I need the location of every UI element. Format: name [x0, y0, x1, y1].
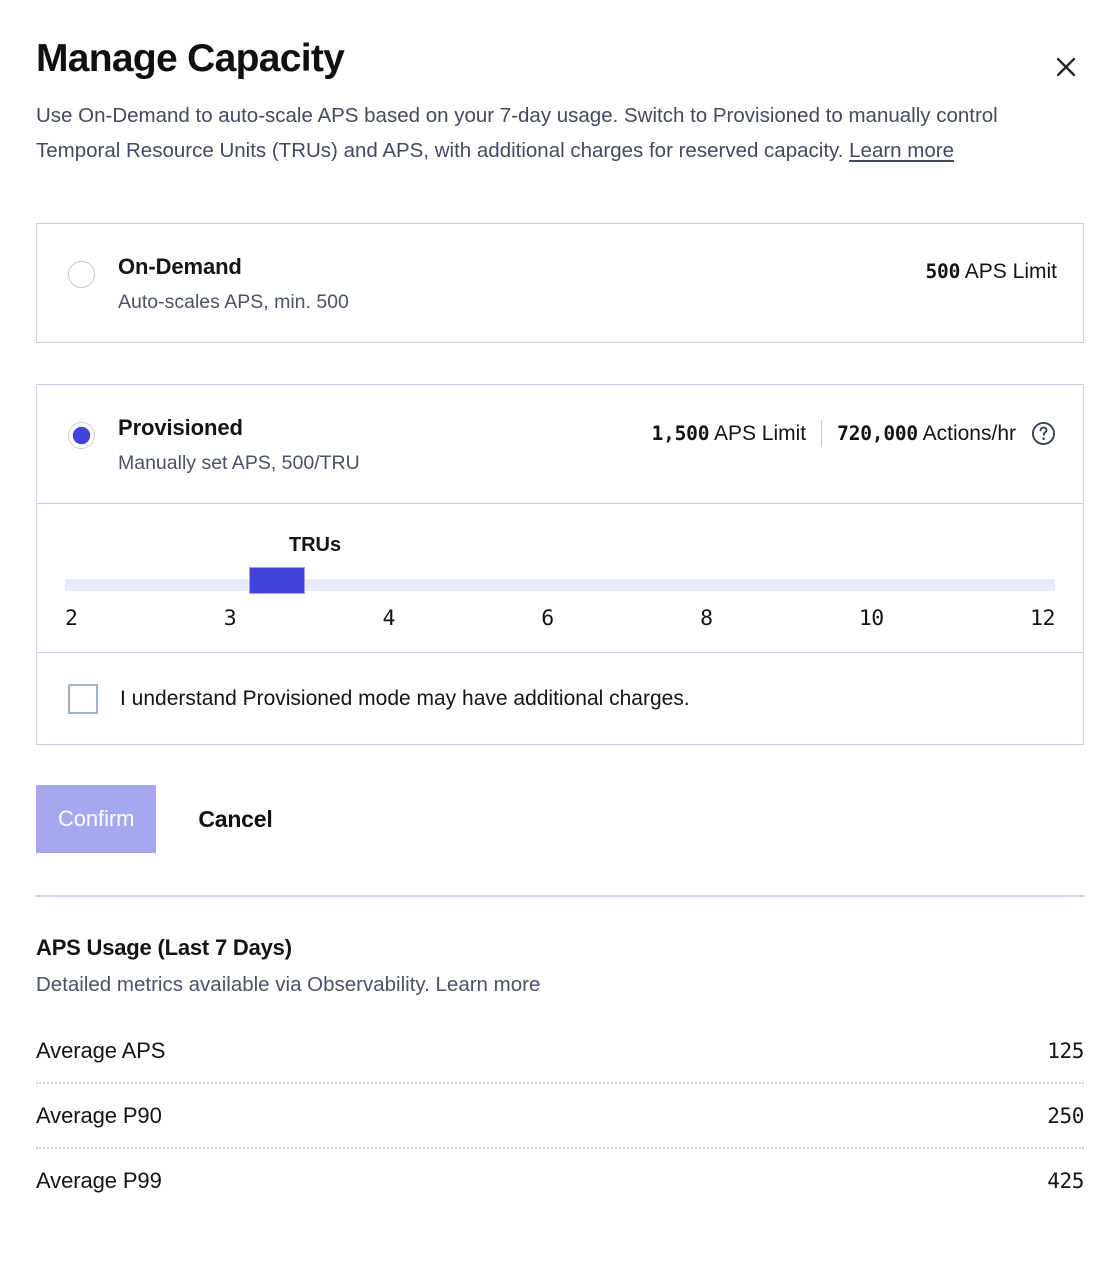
on-demand-aps-unit: APS Limit — [964, 260, 1057, 283]
usage-section-title: APS Usage (Last 7 Days) — [36, 935, 292, 960]
provisioned-texts: Provisioned Manually set APS, 500/TRU — [118, 415, 652, 475]
on-demand-aps-value: 500 — [925, 260, 961, 283]
on-demand-description: Auto-scales APS, min. 500 — [118, 291, 349, 313]
on-demand-metrics: 500 APS Limit — [925, 259, 1057, 285]
slider-tick: 6 — [541, 606, 554, 631]
provisioned-metrics: 1,500 APS Limit 720,000 Actions/hr — [652, 420, 1057, 447]
tru-slider-section: TRUs 2 3 4 6 8 10 12 — [37, 503, 1083, 652]
provisioned-row[interactable]: Provisioned Manually set APS, 500/TRU 1,… — [37, 385, 1083, 503]
on-demand-texts: On-Demand Auto-scales APS, min. 500 — [118, 254, 925, 314]
provisioned-actions-rate: 720,000 Actions/hr — [837, 421, 1016, 447]
dialog-description: Use On-Demand to auto-scale APS based on… — [36, 98, 1084, 168]
provisioned-actions-unit: Actions/hr — [922, 421, 1016, 445]
acknowledgement-label: I understand Provisioned mode may have a… — [120, 686, 690, 710]
dialog-header: Manage Capacity — [36, 36, 1084, 84]
dialog-description-text: Use On-Demand to auto-scale APS based on… — [36, 104, 998, 162]
capacity-option-on-demand[interactable]: On-Demand Auto-scales APS, min. 500 500 … — [36, 223, 1084, 343]
metric-label: Average P99 — [36, 1167, 162, 1193]
on-demand-aps-limit: 500 APS Limit — [925, 259, 1057, 285]
tru-slider-label: TRUs — [288, 534, 342, 556]
slider-tick: 12 — [1030, 606, 1055, 631]
capacity-option-provisioned[interactable]: Provisioned Manually set APS, 500/TRU 1,… — [36, 384, 1084, 745]
radio-on-demand[interactable] — [68, 261, 95, 288]
section-divider — [36, 895, 1084, 897]
slider-tick: 4 — [382, 606, 396, 631]
provisioned-aps-unit: APS Limit — [713, 421, 807, 445]
metric-value: 425 — [1047, 1168, 1084, 1193]
on-demand-row[interactable]: On-Demand Auto-scales APS, min. 500 500 … — [37, 224, 1083, 342]
metric-label: Average APS — [36, 1037, 166, 1063]
metric-value: 250 — [1047, 1103, 1084, 1128]
usage-section-subtitle: Detailed metrics available via Observabi… — [36, 973, 541, 996]
slider-tick: 3 — [223, 606, 237, 631]
dialog-actions: Confirm Cancel — [36, 785, 1084, 853]
tru-slider[interactable]: TRUs 2 3 4 6 8 10 12 — [65, 534, 1055, 631]
usage-metrics-list: Average APS 125 Average P90 250 Average … — [36, 1019, 1084, 1212]
table-row: Average P90 250 — [36, 1084, 1084, 1149]
page-title: Manage Capacity — [36, 37, 345, 80]
slider-tick: 2 — [65, 606, 78, 631]
slider-track[interactable] — [65, 579, 1055, 591]
metric-label: Average P90 — [36, 1102, 162, 1128]
cancel-button[interactable]: Cancel — [188, 806, 282, 833]
metric-divider — [821, 420, 823, 447]
learn-more-link[interactable]: Learn more — [849, 139, 954, 162]
acknowledgement-checkbox[interactable] — [68, 683, 98, 714]
provisioned-actions-value: 720,000 — [837, 421, 918, 445]
provisioned-aps-value: 1,500 — [651, 421, 710, 445]
on-demand-label: On-Demand — [118, 254, 242, 279]
confirm-button[interactable]: Confirm — [36, 785, 157, 853]
slider-ticks: 2 3 4 6 8 10 12 — [65, 606, 1055, 631]
close-icon[interactable] — [1049, 50, 1083, 84]
slider-thumb[interactable] — [249, 567, 305, 594]
table-row: Average APS 125 — [36, 1019, 1084, 1084]
provisioned-description: Manually set APS, 500/TRU — [118, 452, 360, 474]
table-row: Average P99 425 — [36, 1149, 1084, 1212]
help-circle-icon[interactable] — [1030, 420, 1057, 447]
metric-value: 125 — [1047, 1038, 1084, 1063]
slider-tick: 8 — [700, 606, 713, 631]
provisioned-aps-limit: 1,500 APS Limit — [652, 421, 807, 447]
acknowledgement-row[interactable]: I understand Provisioned mode may have a… — [37, 652, 1083, 744]
radio-provisioned[interactable] — [68, 422, 95, 449]
slider-tick: 10 — [858, 606, 884, 631]
provisioned-label: Provisioned — [118, 415, 243, 440]
